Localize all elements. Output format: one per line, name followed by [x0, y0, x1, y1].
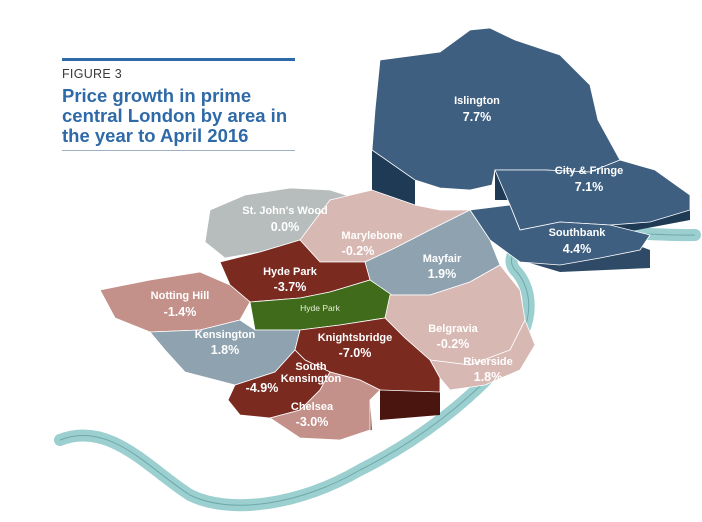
label-riverside-name: Riverside: [463, 356, 513, 368]
label-mayfair-name: Mayfair: [423, 253, 462, 265]
label-city-fringe-value: 7.1%: [575, 180, 604, 194]
area-notting-hill[interactable]: [99, 271, 251, 333]
label-islington-value: 7.7%: [463, 110, 492, 124]
label-st-johns-wood-value: 0.0%: [271, 220, 300, 234]
area-riverside[interactable]: [429, 319, 536, 391]
area-labels: Islington 7.7% City & Fringe 7.1% Southb…: [151, 95, 624, 429]
label-hyde-park-value: -3.7%: [274, 280, 307, 294]
figure-label: FIGURE 3: [62, 67, 123, 81]
area-chelsea[interactable]: [269, 371, 381, 441]
header-divider: [62, 150, 295, 151]
label-south-kensington-name: South Kensington: [281, 361, 342, 385]
label-riverside-value: 1.8%: [474, 370, 503, 384]
label-belgravia-value: -0.2%: [437, 337, 470, 351]
label-hyde-park-name: Hyde Park: [263, 266, 318, 278]
label-marylebone-value: -0.2%: [342, 244, 375, 258]
label-belgravia-name: Belgravia: [428, 323, 478, 335]
header-rule: [62, 58, 295, 61]
label-city-fringe-name: City & Fringe: [555, 165, 623, 177]
label-kensington-value: 1.8%: [211, 343, 240, 357]
label-mayfair-value: 1.9%: [428, 267, 457, 281]
label-southbank-name: Southbank: [549, 227, 607, 239]
label-knightsbridge-value: -7.0%: [339, 346, 372, 360]
area-southbank[interactable]: [469, 204, 651, 266]
label-notting-hill-name: Notting Hill: [151, 290, 210, 302]
label-southbank-value: 4.4%: [563, 242, 592, 256]
label-park: Hyde Park: [300, 303, 340, 313]
figure-title: Price growth in prime central London by …: [62, 85, 288, 146]
label-south-kensington-value: -4.9%: [246, 381, 279, 395]
label-notting-hill-value: -1.4%: [164, 305, 197, 319]
label-kensington-name: Kensington: [195, 329, 256, 341]
label-knightsbridge-name: Knightsbridge: [318, 332, 393, 344]
label-chelsea-name: Chelsea: [291, 401, 334, 413]
label-st-johns-wood-name: St. John's Wood: [242, 205, 328, 217]
label-islington-name: Islington: [454, 95, 500, 107]
label-chelsea-value: -3.0%: [296, 415, 329, 429]
label-marylebone-name: Marylebone: [341, 230, 402, 242]
